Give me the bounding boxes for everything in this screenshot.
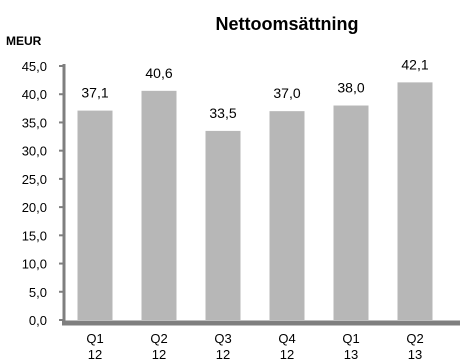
bars: 37,1 40,6 33,5 37,0 38,0 42,1 bbox=[77, 56, 433, 321]
bar-value-label: 37,1 bbox=[81, 85, 108, 101]
bar bbox=[77, 110, 113, 320]
y-tick-label: 0,0 bbox=[29, 313, 47, 328]
bar bbox=[333, 105, 369, 320]
y-axis: 0,0 5,0 10,0 15,0 20,0 25,0 30,0 35,0 40,0 45,0 bbox=[22, 59, 66, 328]
bar-value-label: 38,0 bbox=[337, 80, 364, 96]
bar bbox=[141, 90, 177, 320]
y-tick-label: 30,0 bbox=[22, 144, 47, 159]
bar-value-label: 37,0 bbox=[273, 85, 300, 101]
y-tick-label: 5,0 bbox=[29, 285, 47, 300]
x-tick-label-year: 12 bbox=[152, 347, 166, 362]
bar bbox=[397, 82, 433, 320]
y-tick-label: 25,0 bbox=[22, 172, 47, 187]
x-tick-label-year: 13 bbox=[344, 347, 358, 362]
bar bbox=[205, 130, 241, 320]
x-tick-label-quarter: Q4 bbox=[278, 331, 295, 346]
x-tick-label-year: 12 bbox=[88, 347, 102, 362]
x-tick-label-quarter: Q1 bbox=[86, 331, 103, 346]
x-tick-label-year: 12 bbox=[280, 347, 294, 362]
x-tick-label-year: 13 bbox=[408, 347, 422, 362]
bar-value-label: 33,5 bbox=[209, 105, 236, 121]
y-tick-label: 45,0 bbox=[22, 59, 47, 74]
y-tick-label: 10,0 bbox=[22, 257, 47, 272]
y-axis-unit-label: MEUR bbox=[6, 34, 42, 48]
y-tick-label: 20,0 bbox=[22, 200, 47, 215]
bar bbox=[269, 111, 305, 321]
x-tick-label-quarter: Q3 bbox=[214, 331, 231, 346]
x-tick-label-quarter: Q2 bbox=[406, 331, 423, 346]
x-tick-label-year: 12 bbox=[216, 347, 230, 362]
bar-value-label: 42,1 bbox=[401, 56, 428, 72]
y-tick-label: 35,0 bbox=[22, 115, 47, 130]
y-tick-label: 40,0 bbox=[22, 87, 47, 102]
bar-value-label: 40,6 bbox=[145, 65, 172, 81]
y-tick-label: 15,0 bbox=[22, 228, 47, 243]
x-tick-label-quarter: Q1 bbox=[342, 331, 359, 346]
chart-title: Nettoomsättning bbox=[216, 14, 359, 34]
x-tick-label-quarter: Q2 bbox=[150, 331, 167, 346]
